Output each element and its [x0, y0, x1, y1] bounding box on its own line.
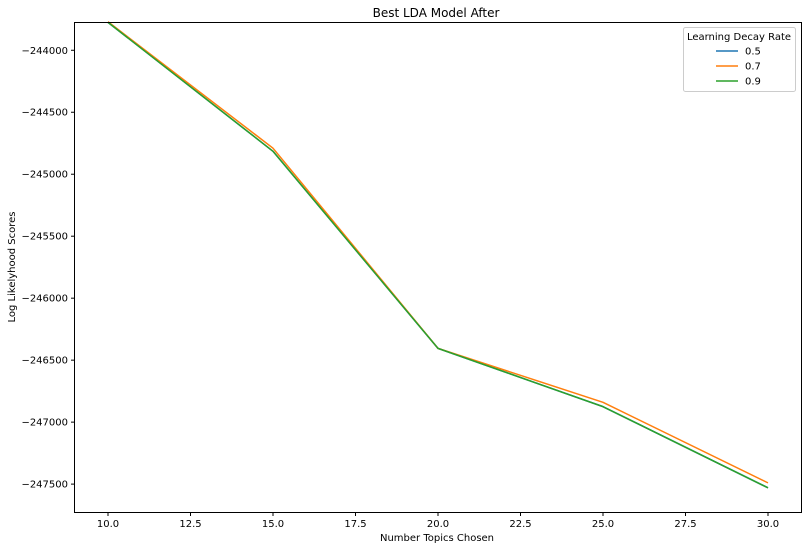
plot-area-frame	[74, 22, 802, 513]
chart-title: Best LDA Model After	[373, 6, 500, 20]
y-tick-label: −247500	[21, 480, 68, 491]
series-line-3	[107, 21, 769, 489]
x-axis: 10.0 12.5 15.0 17.5 20.0 22.5 25.0 27.5 30.0	[97, 512, 779, 530]
y-axis: −244000 −244500 −245000 −245500 −246000 −2465…	[21, 46, 75, 491]
legend-label-2: 0.7	[745, 62, 761, 73]
x-tick-label: 10.0	[97, 519, 119, 530]
y-tick-label: −245500	[21, 232, 68, 243]
y-tick-label: −247000	[21, 418, 68, 429]
y-tick-label: −246500	[21, 356, 68, 367]
legend-box	[683, 27, 796, 92]
x-tick-label: 12.5	[179, 519, 201, 530]
x-tick-label: 15.0	[262, 519, 284, 530]
y-axis-label: Log Likelyhood Scores	[7, 212, 18, 323]
x-axis-label: Number Topics Chosen	[380, 533, 494, 544]
y-tick-label: −244500	[21, 108, 68, 119]
series-line-1	[107, 21, 769, 489]
legend-title: Learning Decay Rate	[687, 32, 791, 43]
legend-entries: 0.5 0.7 0.9	[716, 47, 761, 88]
legend-label-3: 0.9	[745, 77, 761, 88]
y-tick-label: −246000	[21, 294, 68, 305]
x-tick-label: 25.0	[592, 519, 614, 530]
y-tick-label: −244000	[21, 46, 68, 57]
x-tick-label: 30.0	[757, 519, 779, 530]
series-line-2	[107, 21, 769, 484]
legend: Learning Decay Rate 0.5 0.7 0.9	[683, 27, 796, 92]
y-tick-label: −245000	[21, 170, 68, 181]
x-tick-label: 22.5	[509, 519, 531, 530]
x-tick-label: 17.5	[344, 519, 366, 530]
x-tick-label: 27.5	[674, 519, 696, 530]
legend-label-1: 0.5	[745, 47, 761, 58]
x-tick-label: 20.0	[427, 519, 449, 530]
plot-lines	[107, 21, 769, 489]
